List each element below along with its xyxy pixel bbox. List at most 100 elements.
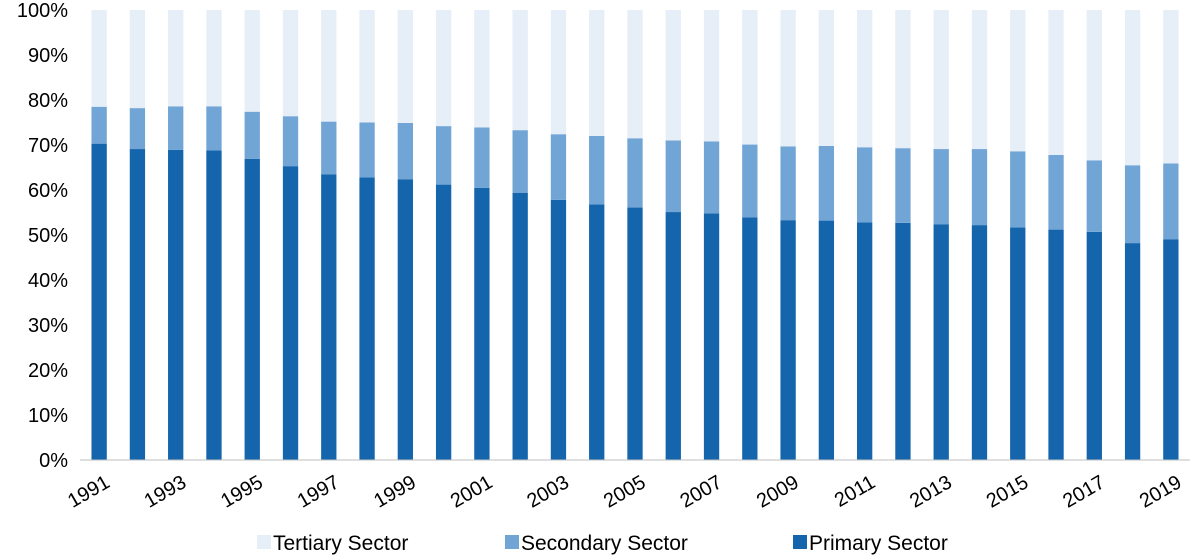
bar-secondary-sector-1996	[282, 116, 299, 167]
y-axis-tick-labels: 0% 10% 20% 30% 40% 50% 60% 70% 80% 90% 100%	[17, 0, 68, 472]
bar-tertiary-sector-2003	[550, 10, 567, 135]
y-tick-label: 100%	[17, 0, 68, 22]
bar-primary-sector-2004	[589, 204, 605, 460]
bar-secondary-sector-2009	[780, 146, 796, 221]
bar-primary-sector-2002	[512, 192, 528, 460]
bar-primary-sector-2005	[627, 207, 643, 460]
bar-primary-sector-1997	[321, 174, 337, 460]
bar-primary-sector-2007	[703, 213, 720, 460]
x-tick-label: 2015	[983, 471, 1033, 512]
bar-tertiary-sector-2008	[742, 10, 758, 145]
y-tick-label: 30%	[28, 315, 68, 337]
bar-primary-sector-2017	[1086, 231, 1102, 460]
bar-primary-sector-1999	[397, 179, 413, 460]
x-tick-label: 1993	[141, 471, 191, 512]
bar-secondary-sector-2003	[550, 134, 567, 200]
bar-secondary-sector-2000	[435, 126, 452, 185]
bar-tertiary-sector-2009	[780, 10, 796, 147]
bar-tertiary-sector-2000	[435, 10, 452, 127]
x-tick-label: 2017	[1059, 471, 1109, 512]
bar-secondary-sector-2006	[665, 140, 681, 213]
bar-secondary-sector-2002	[512, 130, 528, 193]
bar-secondary-sector-1998	[359, 122, 375, 178]
bar-secondary-sector-2013	[933, 149, 949, 225]
x-tick-label: 1999	[370, 471, 420, 512]
legend-label-primary-sector: Primary Sector	[809, 532, 948, 555]
legend: Tertiary Sector Secondary Sector Primary S…	[257, 532, 948, 555]
x-tick-label: 2009	[753, 471, 803, 512]
x-tick-label: 2011	[831, 471, 879, 512]
bar-secondary-sector-2014	[971, 149, 988, 226]
bar-tertiary-sector-1996	[282, 10, 299, 117]
bar-secondary-sector-2016	[1048, 154, 1064, 230]
bar-secondary-sector-2005	[627, 138, 643, 208]
bar-primary-sector-2001	[474, 187, 490, 460]
bar-secondary-sector-1992	[129, 108, 146, 150]
x-tick-label: 1997	[294, 471, 344, 512]
bar-primary-sector-2009	[780, 220, 796, 460]
y-tick-label: 70%	[28, 135, 68, 157]
bar-tertiary-sector-2016	[1048, 10, 1064, 155]
bar-secondary-sector-2001	[474, 127, 490, 188]
bar-secondary-sector-1999	[397, 122, 413, 180]
bar-primary-sector-1993	[168, 149, 184, 460]
bar-primary-sector-2014	[971, 225, 988, 460]
bar-secondary-sector-2004	[589, 136, 605, 205]
bar-primary-sector-2000	[435, 184, 452, 460]
bar-primary-sector-1998	[359, 177, 375, 460]
x-tick-label: 2007	[677, 471, 727, 512]
bar-tertiary-sector-2017	[1086, 10, 1102, 161]
y-tick-label: 60%	[28, 180, 68, 202]
bar-primary-sector-2019	[1163, 239, 1179, 460]
bars	[91, 10, 1179, 461]
bar-primary-sector-1994	[206, 150, 222, 460]
x-tick-label: 2003	[523, 471, 573, 512]
x-axis-tick-labels: 1991 1993 1995 1997 1999 2001 2003 2005 2007 2009…	[64, 471, 1185, 512]
bar-tertiary-sector-2010	[818, 10, 835, 146]
bar-tertiary-sector-2005	[627, 10, 643, 139]
bar-tertiary-sector-1992	[129, 10, 146, 109]
bar-tertiary-sector-1994	[206, 10, 222, 107]
bar-secondary-sector-1994	[206, 106, 222, 151]
bar-primary-sector-1992	[129, 149, 146, 461]
x-tick-label: 1991	[64, 471, 114, 512]
bar-secondary-sector-2007	[703, 141, 720, 214]
y-tick-label: 10%	[28, 405, 68, 427]
x-tick-label: 2001	[447, 471, 497, 512]
bar-tertiary-sector-2013	[933, 10, 949, 150]
bar-primary-sector-2015	[1010, 227, 1026, 460]
bar-tertiary-sector-2001	[474, 10, 490, 128]
bar-primary-sector-2011	[857, 222, 873, 460]
bar-tertiary-sector-2012	[895, 10, 911, 149]
bar-secondary-sector-1997	[321, 121, 337, 175]
bar-tertiary-sector-2015	[1010, 10, 1026, 152]
legend-label-tertiary-sector: Tertiary Sector	[273, 532, 408, 555]
bar-primary-sector-1996	[282, 166, 299, 460]
x-tick-label: 2019	[1136, 471, 1186, 512]
bar-tertiary-sector-2002	[512, 10, 528, 131]
bar-tertiary-sector-2018	[1124, 10, 1141, 166]
legend-swatch-primary-sector	[793, 535, 807, 549]
x-tick-label: 1995	[217, 471, 267, 512]
legend-label-secondary-sector: Secondary Sector	[521, 532, 688, 555]
bar-tertiary-sector-2019	[1163, 10, 1179, 164]
bar-primary-sector-2003	[550, 199, 567, 460]
bar-primary-sector-2016	[1048, 229, 1064, 460]
bar-secondary-sector-1995	[244, 111, 260, 159]
y-tick-label: 40%	[28, 270, 68, 292]
y-tick-label: 20%	[28, 360, 68, 382]
bar-tertiary-sector-2014	[971, 10, 988, 150]
bar-secondary-sector-2019	[1163, 163, 1179, 240]
y-tick-label: 50%	[28, 225, 68, 247]
bar-tertiary-sector-1999	[397, 10, 413, 123]
bar-primary-sector-1991	[91, 143, 107, 460]
bar-tertiary-sector-1993	[168, 10, 184, 107]
legend-swatch-tertiary-sector	[257, 535, 271, 549]
y-tick-label: 0%	[39, 450, 68, 472]
bar-tertiary-sector-1995	[244, 10, 260, 112]
bar-tertiary-sector-2006	[665, 10, 681, 141]
bar-primary-sector-2006	[665, 212, 681, 460]
bar-tertiary-sector-1991	[91, 10, 107, 107]
bar-tertiary-sector-2011	[857, 10, 873, 148]
